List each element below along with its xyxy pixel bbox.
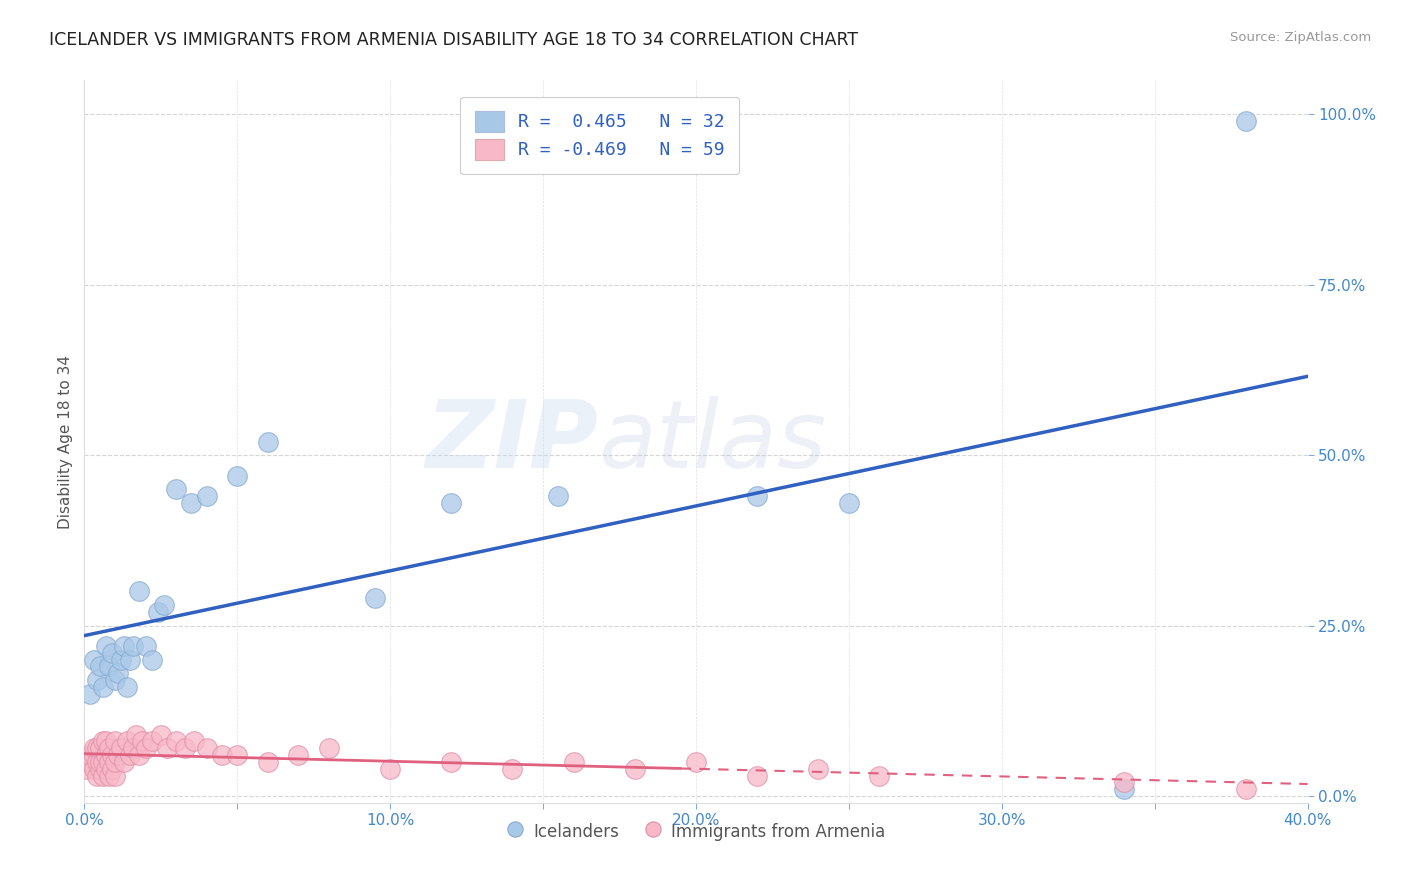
- Point: [97, 755, 120, 769]
- Point: [94, 734, 117, 748]
- Point: [112, 755, 135, 769]
- Point: [86, 673, 108, 687]
- Point: [94, 748, 117, 763]
- Point: [135, 639, 157, 653]
- Point: [146, 605, 169, 619]
- Point: [1236, 114, 1258, 128]
- Point: [89, 762, 111, 776]
- Point: [165, 734, 187, 748]
- Point: [869, 768, 891, 782]
- Point: [104, 734, 127, 748]
- Point: [747, 489, 769, 503]
- Point: [128, 584, 150, 599]
- Point: [83, 741, 105, 756]
- Point: [156, 741, 179, 756]
- Point: [115, 734, 138, 748]
- Point: [107, 748, 129, 763]
- Point: [226, 468, 249, 483]
- Point: [141, 734, 163, 748]
- Point: [807, 762, 830, 776]
- Point: [79, 748, 101, 763]
- Point: [153, 598, 176, 612]
- Point: [101, 646, 124, 660]
- Point: [110, 741, 132, 756]
- Point: [135, 741, 157, 756]
- Point: [89, 755, 111, 769]
- Point: [91, 734, 114, 748]
- Point: [83, 762, 105, 776]
- Point: [183, 734, 205, 748]
- Point: [122, 639, 145, 653]
- Point: [91, 755, 114, 769]
- Point: [380, 762, 402, 776]
- Point: [97, 768, 120, 782]
- Point: [128, 748, 150, 763]
- Point: [211, 748, 233, 763]
- Point: [122, 741, 145, 756]
- Point: [141, 653, 163, 667]
- Point: [86, 768, 108, 782]
- Y-axis label: Disability Age 18 to 34: Disability Age 18 to 34: [58, 354, 73, 529]
- Point: [562, 755, 585, 769]
- Point: [91, 768, 114, 782]
- Point: [257, 755, 280, 769]
- Point: [79, 687, 101, 701]
- Point: [83, 653, 105, 667]
- Point: [125, 728, 148, 742]
- Point: [94, 762, 117, 776]
- Text: atlas: atlas: [598, 396, 827, 487]
- Point: [107, 666, 129, 681]
- Point: [257, 434, 280, 449]
- Point: [149, 728, 172, 742]
- Point: [1114, 782, 1136, 797]
- Point: [101, 748, 124, 763]
- Point: [120, 653, 142, 667]
- Point: [120, 748, 142, 763]
- Point: [94, 639, 117, 653]
- Point: [101, 762, 124, 776]
- Point: [104, 673, 127, 687]
- Point: [547, 489, 569, 503]
- Point: [76, 762, 98, 776]
- Point: [1114, 775, 1136, 789]
- Point: [226, 748, 249, 763]
- Point: [86, 741, 108, 756]
- Point: [838, 496, 860, 510]
- Point: [318, 741, 340, 756]
- Point: [195, 489, 218, 503]
- Point: [180, 496, 202, 510]
- Point: [195, 741, 218, 756]
- Point: [112, 639, 135, 653]
- Point: [502, 762, 524, 776]
- Point: [110, 653, 132, 667]
- Text: Source: ZipAtlas.com: Source: ZipAtlas.com: [1230, 31, 1371, 45]
- Point: [165, 482, 187, 496]
- Point: [287, 748, 309, 763]
- Point: [115, 680, 138, 694]
- Point: [364, 591, 387, 606]
- Point: [91, 680, 114, 694]
- Text: ZIP: ZIP: [425, 395, 598, 488]
- Point: [440, 755, 463, 769]
- Point: [131, 734, 153, 748]
- Point: [104, 768, 127, 782]
- Text: ICELANDER VS IMMIGRANTS FROM ARMENIA DISABILITY AGE 18 TO 34 CORRELATION CHART: ICELANDER VS IMMIGRANTS FROM ARMENIA DIS…: [49, 31, 858, 49]
- Legend: Icelanders, Immigrants from Armenia: Icelanders, Immigrants from Armenia: [501, 815, 891, 848]
- Point: [624, 762, 647, 776]
- Point: [86, 755, 108, 769]
- Point: [747, 768, 769, 782]
- Point: [685, 755, 707, 769]
- Point: [83, 748, 105, 763]
- Point: [174, 741, 197, 756]
- Point: [89, 741, 111, 756]
- Point: [1236, 782, 1258, 797]
- Point: [89, 659, 111, 673]
- Point: [79, 755, 101, 769]
- Point: [104, 755, 127, 769]
- Point: [97, 741, 120, 756]
- Point: [440, 496, 463, 510]
- Point: [97, 659, 120, 673]
